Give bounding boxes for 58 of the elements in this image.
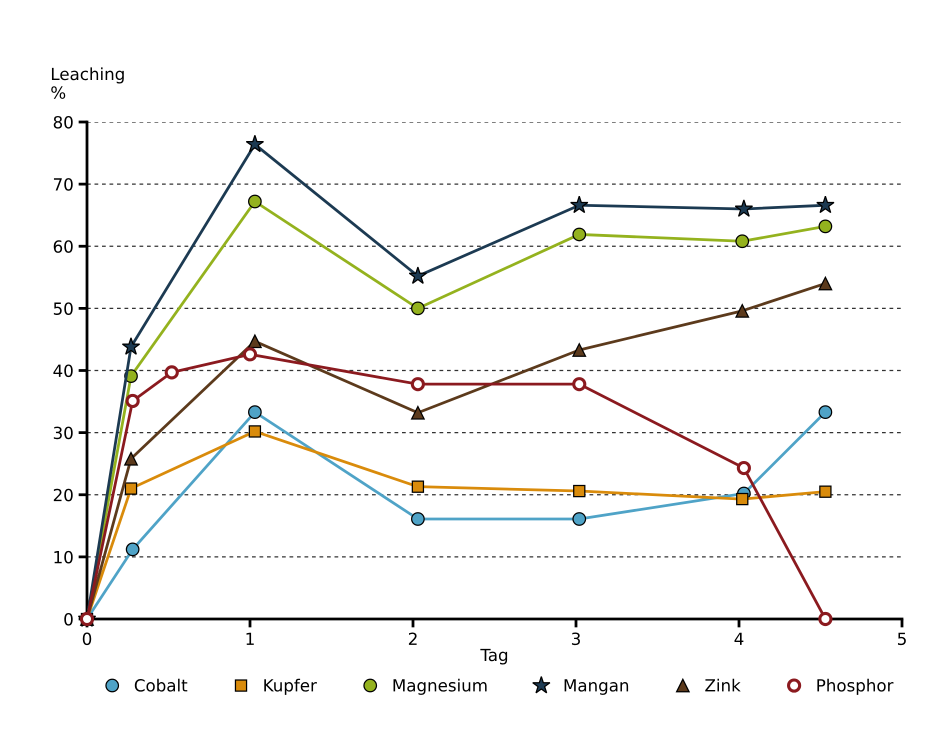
point — [819, 485, 832, 498]
point — [411, 406, 425, 420]
point — [818, 219, 832, 234]
point — [736, 492, 748, 506]
point — [572, 512, 586, 526]
point — [164, 365, 179, 380]
point — [818, 276, 832, 290]
point — [816, 196, 835, 214]
point — [573, 484, 586, 498]
point — [248, 334, 262, 348]
point — [248, 405, 262, 419]
x-tick-label: 1 — [246, 632, 254, 645]
point — [736, 460, 751, 476]
point — [572, 228, 586, 242]
point — [412, 480, 424, 493]
point — [735, 304, 750, 318]
legend-label: Mangan — [564, 679, 628, 695]
point — [818, 405, 832, 419]
point — [818, 612, 832, 626]
legend-label: Kupfer — [264, 678, 317, 695]
point — [124, 452, 138, 466]
x-axis-title: Tag — [480, 648, 508, 664]
y-tick-label: 60 — [54, 240, 73, 253]
y-tick-label: 30 — [54, 426, 73, 440]
x-tick-label: 4 — [734, 632, 744, 645]
y-axis-title: Leaching % — [51, 67, 124, 99]
y-tick-label: 80 — [54, 116, 73, 129]
x-tick-label: 0 — [82, 632, 92, 646]
x-tick-label: 5 — [898, 632, 906, 646]
point — [248, 194, 262, 208]
legend-label: Cobalt — [134, 678, 188, 692]
y-tick-label: 40 — [53, 364, 73, 378]
y-tick-label: 10 — [54, 550, 73, 564]
legend-label: Zink — [705, 678, 741, 692]
point — [248, 425, 262, 438]
point — [572, 377, 586, 392]
point — [411, 302, 425, 316]
point — [408, 266, 428, 284]
point — [411, 512, 425, 526]
y-tick-label: 20 — [54, 488, 73, 502]
point — [246, 134, 264, 152]
y-tick-label: 50 — [54, 302, 73, 315]
legend-label: Phosphor — [817, 678, 894, 695]
point — [242, 347, 258, 362]
x-tick-label: 3 — [572, 632, 580, 646]
point — [734, 199, 754, 217]
legend-label: Magnesium — [394, 678, 487, 695]
point — [410, 377, 425, 392]
point — [126, 394, 140, 408]
x-tick-label: 2 — [408, 632, 417, 645]
point — [570, 196, 588, 214]
point — [572, 343, 586, 357]
y-tick-label: 0 — [64, 612, 73, 626]
point — [126, 542, 140, 556]
point — [124, 482, 138, 495]
point — [735, 234, 750, 248]
y-tick-label: 70 — [54, 178, 73, 191]
point — [122, 337, 140, 355]
